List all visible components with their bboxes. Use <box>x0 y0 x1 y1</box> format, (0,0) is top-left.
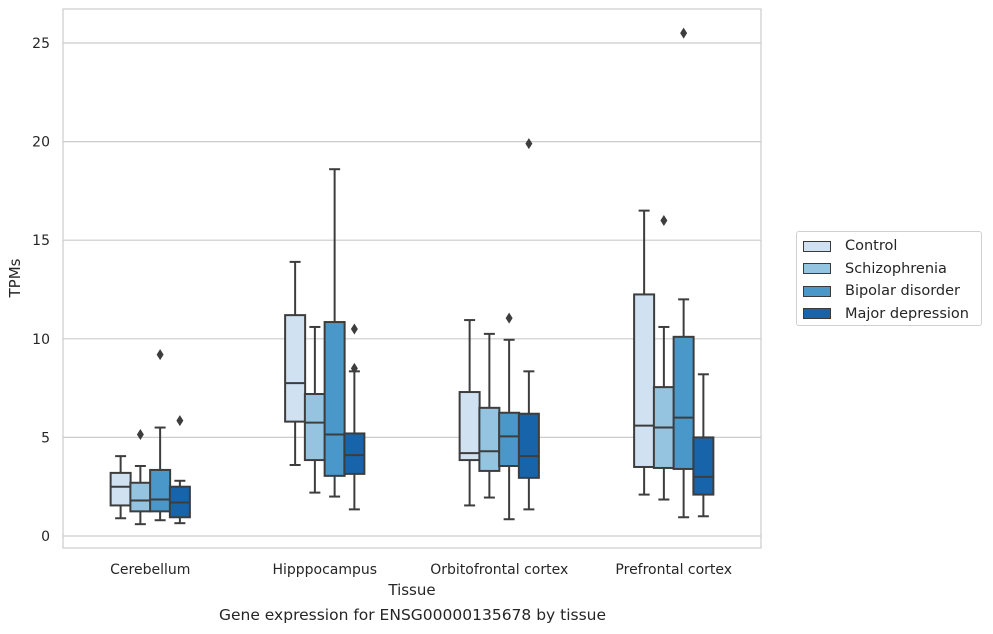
outlier-point <box>176 415 184 427</box>
box-bipolar-disorder <box>672 27 695 519</box>
box-bipolar-disorder <box>498 312 521 521</box>
legend: Control Schizophrenia Bipolar disorder Majo… <box>796 231 982 326</box>
outlier-point <box>525 138 533 150</box>
iqr-box <box>478 406 501 472</box>
iqr-box <box>672 335 695 470</box>
x-tick-label: Cerebellum <box>110 562 190 578</box>
box-control <box>109 455 132 520</box>
box-schizophrenia <box>652 214 675 501</box>
iqr-box <box>633 293 656 468</box>
legend-swatch <box>803 308 831 320</box>
box-bipolar-disorder <box>323 168 346 498</box>
outlier-point <box>680 27 688 39</box>
box-major-depression <box>517 138 540 511</box>
legend-swatch <box>803 240 831 252</box>
iqr-box <box>129 481 152 513</box>
outlier-point <box>156 349 164 361</box>
plot-area-frame <box>62 8 762 549</box>
legend-label: Control <box>845 238 898 255</box>
box-control <box>284 260 307 467</box>
outlier-point <box>350 362 358 374</box>
y-tick-label: 0 <box>41 529 50 545</box>
box-major-depression <box>692 373 715 518</box>
y-gridlines <box>63 42 761 537</box>
iqr-box <box>458 391 481 462</box>
iqr-box <box>303 393 326 462</box>
box-major-depression <box>168 415 191 525</box>
figure-caption: Gene expression for ENSG00000135678 by t… <box>218 606 607 624</box>
y-tick-label: 20 <box>32 135 50 151</box>
iqr-box <box>149 468 172 513</box>
legend-swatch <box>803 263 831 275</box>
y-axis-ticks: 0 5 10 15 20 25 <box>32 36 50 545</box>
outlier-point <box>350 323 358 335</box>
legend-swatch <box>803 285 831 297</box>
x-tick-label: Prefrontal cortex <box>615 562 732 578</box>
iqr-box <box>323 321 346 477</box>
box-schizophrenia <box>129 428 152 526</box>
box-schizophrenia <box>478 332 501 499</box>
box-major-depression <box>343 323 366 511</box>
outlier-point <box>136 428 144 440</box>
legend-item: Major depression <box>803 303 981 326</box>
box-bipolar-disorder <box>149 349 172 522</box>
iqr-box <box>109 471 132 507</box>
iqr-box <box>343 432 366 475</box>
y-tick-label: 25 <box>32 36 50 52</box>
iqr-box <box>692 436 715 496</box>
iqr-box <box>284 314 307 423</box>
legend-item: Control <box>803 235 981 258</box>
y-tick-label: 10 <box>32 332 50 348</box>
legend-label: Bipolar disorder <box>845 283 960 300</box>
box-control <box>633 209 656 496</box>
iqr-box <box>498 411 521 467</box>
box-plot-series <box>109 27 715 526</box>
box-schizophrenia <box>303 325 326 494</box>
y-tick-label: 5 <box>41 430 50 446</box>
iqr-box <box>517 412 540 479</box>
x-axis-ticks: Cerebellum Hipppocampus Orbitofrontal cort… <box>110 562 732 578</box>
legend-label: Schizophrenia <box>845 260 947 277</box>
legend-item: Schizophrenia <box>803 258 981 281</box>
x-tick-label: Hipppocampus <box>272 562 377 578</box>
legend-item: Bipolar disorder <box>803 280 981 303</box>
outlier-point <box>505 312 513 324</box>
x-axis-label: Tissue <box>387 581 435 599</box>
legend-label: Major depression <box>845 305 969 322</box>
y-axis-label: TPMs <box>6 258 24 298</box>
outlier-point <box>660 214 668 226</box>
box-control <box>458 319 481 507</box>
x-tick-label: Orbitofrontal cortex <box>430 562 568 578</box>
y-tick-label: 15 <box>32 233 50 249</box>
